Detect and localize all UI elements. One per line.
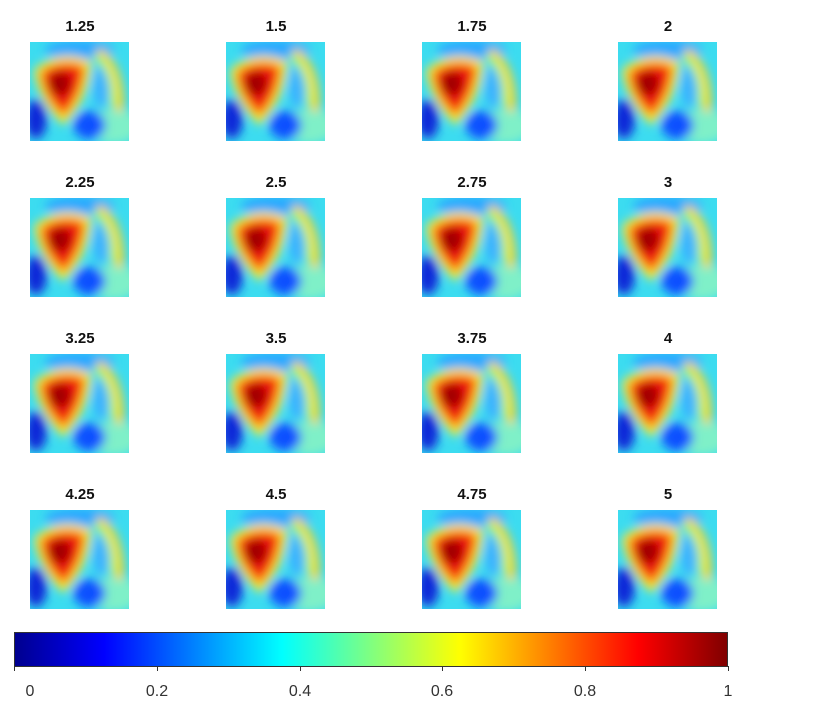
heatmap-image [30, 510, 129, 609]
heatmap-image [618, 42, 717, 141]
heatmap-image [422, 354, 521, 453]
heatmap-panel [618, 198, 717, 297]
colorbar-tick [157, 666, 158, 671]
panel-title: 2 [663, 18, 673, 35]
colorbar-tick [14, 666, 15, 671]
heatmap-image [226, 354, 325, 453]
panel-title: 4.75 [457, 486, 487, 503]
heatmap-image [226, 198, 325, 297]
heatmap-image [422, 510, 521, 609]
heatmap-image [618, 198, 717, 297]
heatmap-panel [226, 42, 325, 141]
heatmap-panel [30, 198, 129, 297]
heatmap-image [30, 354, 129, 453]
panel-title: 4 [663, 330, 673, 347]
heatmap-image [618, 354, 717, 453]
colorbar-tick-label: 0 [25, 683, 35, 700]
heatmap-panel [30, 354, 129, 453]
panel-title: 2.25 [65, 174, 95, 191]
heatmap-panel [618, 42, 717, 141]
panel-title: 2.75 [457, 174, 487, 191]
panel-title: 5 [663, 486, 673, 503]
heatmap-panel [226, 354, 325, 453]
heatmap-panel [30, 510, 129, 609]
panel-title: 3 [663, 174, 673, 191]
heatmap-panel [422, 354, 521, 453]
heatmap-panel [422, 42, 521, 141]
heatmap-panel [618, 510, 717, 609]
heatmap-image [422, 198, 521, 297]
heatmap-image [30, 198, 129, 297]
heatmap-image [618, 510, 717, 609]
colorbar-tick [728, 666, 729, 671]
heatmap-panel [30, 42, 129, 141]
colorbar-tick-label: 0.8 [573, 683, 597, 700]
colorbar-tick-label: 1 [723, 683, 733, 700]
colorbar-tick [442, 666, 443, 671]
panel-title: 1.25 [65, 18, 95, 35]
panel-title: 4.5 [265, 486, 287, 503]
colorbar-tick-label: 0.2 [145, 683, 169, 700]
colorbar-tick [300, 666, 301, 671]
colorbar-tick-label: 0.6 [430, 683, 454, 700]
panel-title: 4.25 [65, 486, 95, 503]
panel-title: 3.5 [265, 330, 287, 347]
panel-title: 1.75 [457, 18, 487, 35]
heatmap-panel [226, 198, 325, 297]
heatmap-panel [422, 198, 521, 297]
panel-title: 2.5 [265, 174, 287, 191]
heatmap-image [226, 510, 325, 609]
panel-title: 3.75 [457, 330, 487, 347]
heatmap-image [226, 42, 325, 141]
colorbar [14, 632, 728, 667]
panel-title: 3.25 [65, 330, 95, 347]
colorbar-tick [585, 666, 586, 671]
heatmap-panel [618, 354, 717, 453]
colorbar-tick-label: 0.4 [288, 683, 312, 700]
heatmap-panel [422, 510, 521, 609]
heatmap-image [30, 42, 129, 141]
panel-title: 1.5 [265, 18, 287, 35]
heatmap-panel [226, 510, 325, 609]
heatmap-image [422, 42, 521, 141]
